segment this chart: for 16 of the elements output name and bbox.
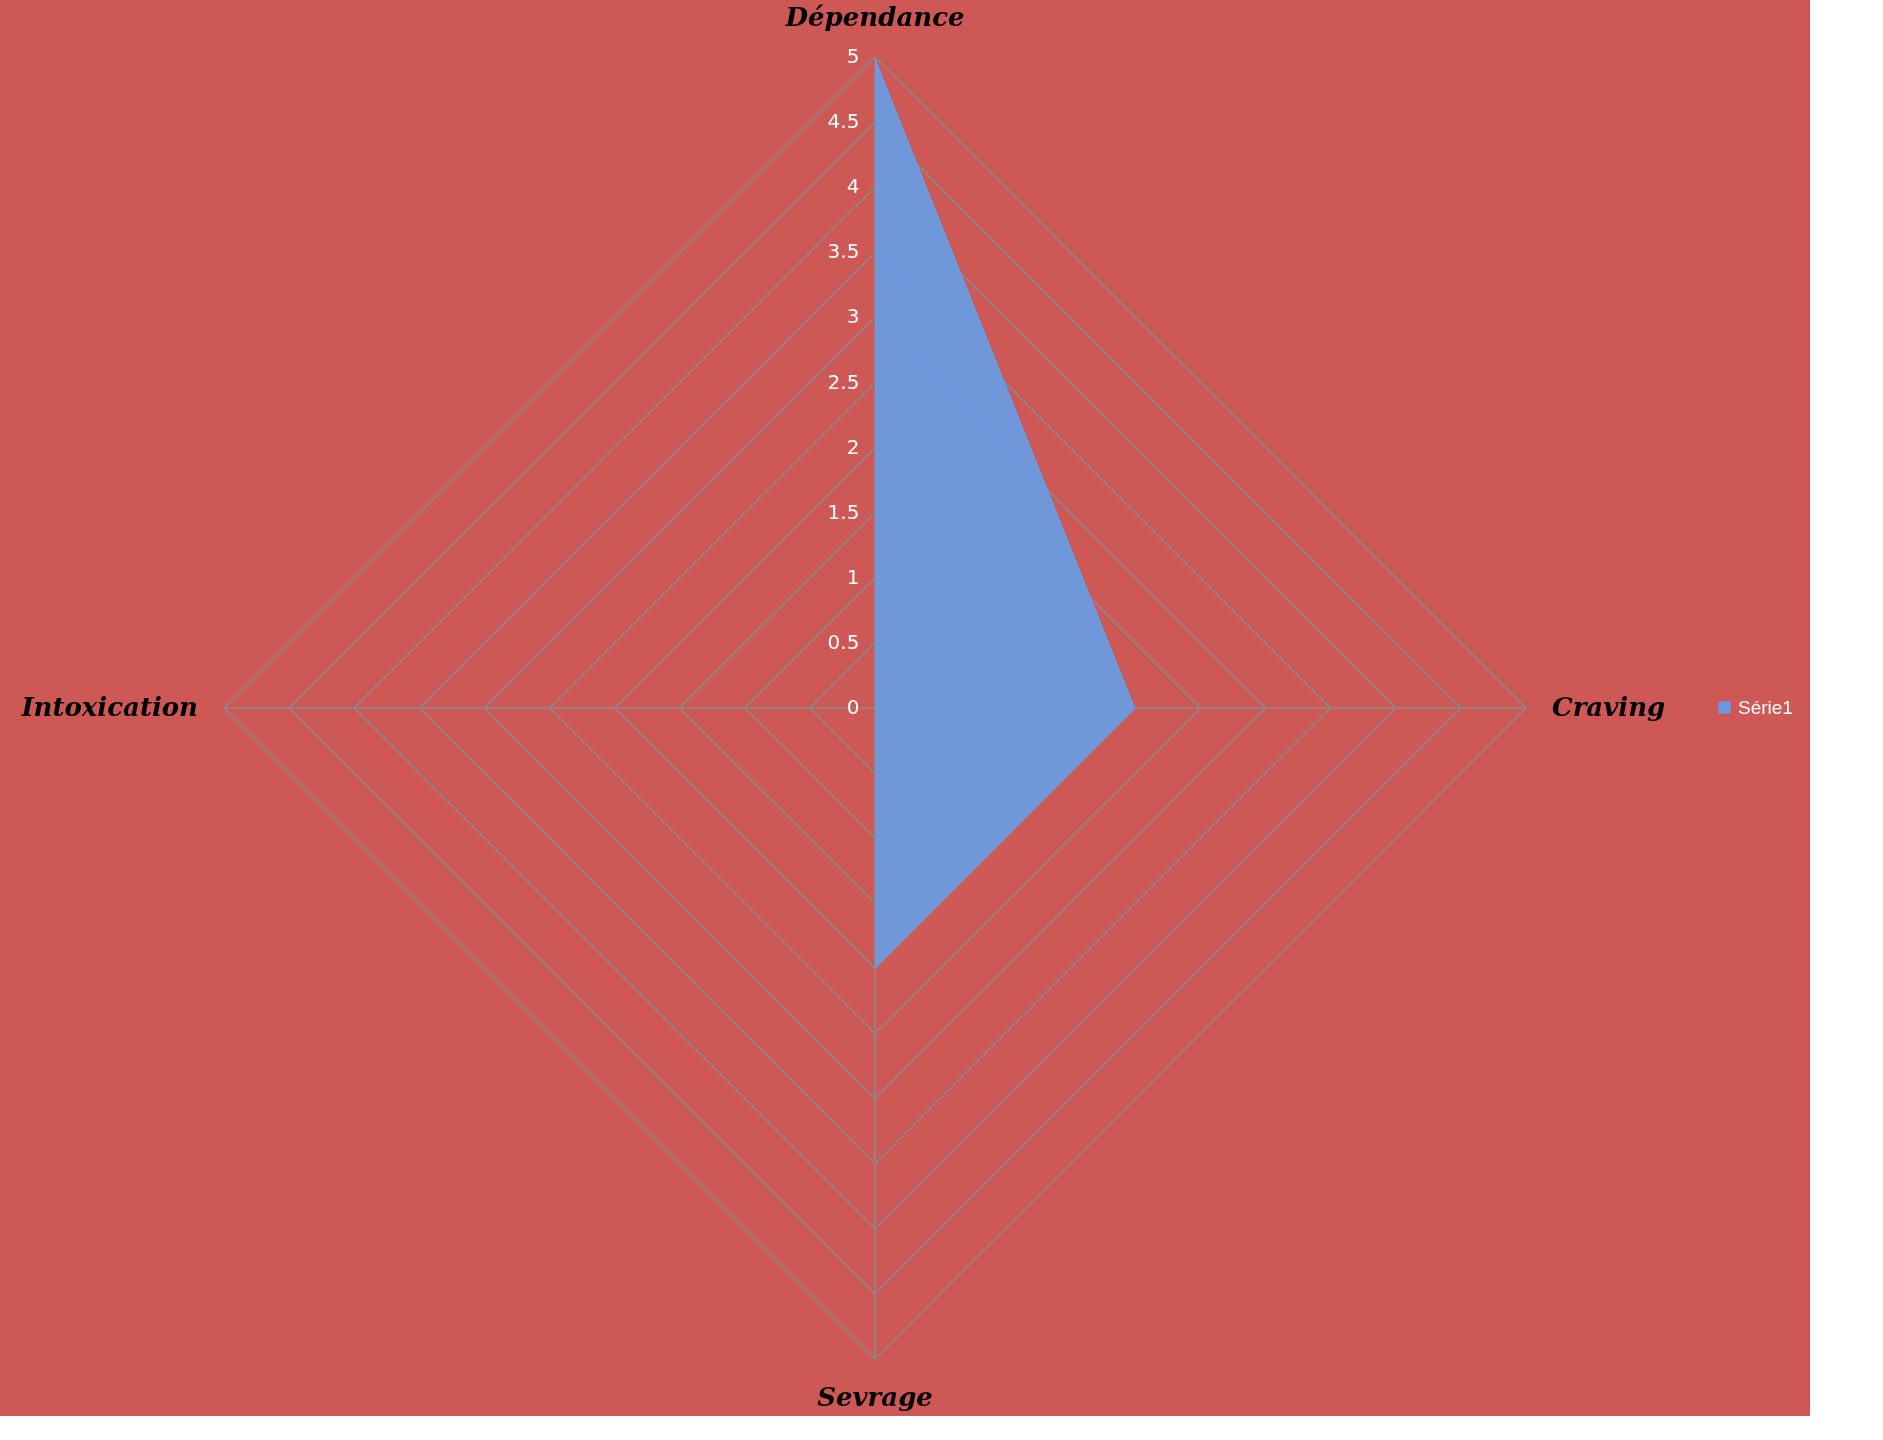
y-tick-label: 2 — [846, 434, 860, 459]
y-tick-label: 3.5 — [827, 239, 860, 264]
legend-label: Série1 — [1738, 696, 1793, 718]
y-tick-label: 5 — [846, 44, 860, 69]
spoke-label: Sevrage — [817, 1381, 933, 1412]
y-tick-label: 1 — [846, 564, 860, 589]
y-tick-label: 1.5 — [827, 499, 860, 524]
spoke-label: Intoxication — [20, 692, 199, 722]
y-tick-label: 0 — [846, 695, 860, 719]
spoke-label: Dépendance — [784, 2, 965, 33]
spoke-label: Craving — [1551, 692, 1666, 722]
y-tick-label: 4.5 — [827, 109, 860, 134]
y-tick-label: 3 — [846, 304, 860, 329]
y-tick-label: 2.5 — [827, 369, 860, 394]
y-tick-label: 0.5 — [827, 629, 860, 654]
y-tick-label: 4 — [846, 174, 860, 199]
